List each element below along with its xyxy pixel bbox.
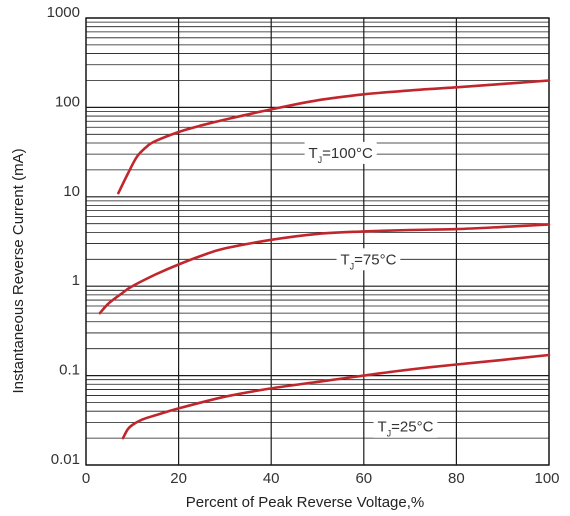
y-tick-label: 1 <box>72 272 80 289</box>
x-tick-label: 0 <box>82 470 90 487</box>
x-axis-title: Percent of Peak Reverse Voltage,% <box>186 494 424 511</box>
y-tick-label: 100 <box>55 93 80 110</box>
y-tick-label: 10 <box>63 183 80 200</box>
x-tick-label: 40 <box>263 470 280 487</box>
series-line <box>98 223 551 315</box>
series-label-background <box>336 248 401 271</box>
series-label-background <box>304 141 377 164</box>
y-tick-label: 0.1 <box>59 362 80 379</box>
series-label: TJ=75°C <box>340 251 396 271</box>
series-label: TJ=100°C <box>309 145 373 165</box>
x-tick-label: 60 <box>355 470 372 487</box>
grid-layer <box>85 17 550 466</box>
tick-labels: 0 20 40 60 80 100 0.01 0.1 1 10 100 1000 <box>47 4 560 487</box>
x-tick-label: 80 <box>448 470 465 487</box>
x-tick-label: 20 <box>170 470 187 487</box>
y-tick-label: 0.01 <box>51 451 80 468</box>
series-line <box>117 79 551 195</box>
series-label: TJ=25°C <box>377 419 433 439</box>
x-tick-label: 100 <box>534 470 559 487</box>
series-layer: TJ=100°C TJ=75°C TJ=25°C <box>98 79 551 440</box>
series-line <box>121 353 551 440</box>
y-axis-title: Instantaneous Reverse Current (mA) <box>10 148 27 393</box>
plot-frame <box>85 17 550 466</box>
series-label-background <box>373 415 438 438</box>
y-tick-label: 1000 <box>47 4 80 21</box>
